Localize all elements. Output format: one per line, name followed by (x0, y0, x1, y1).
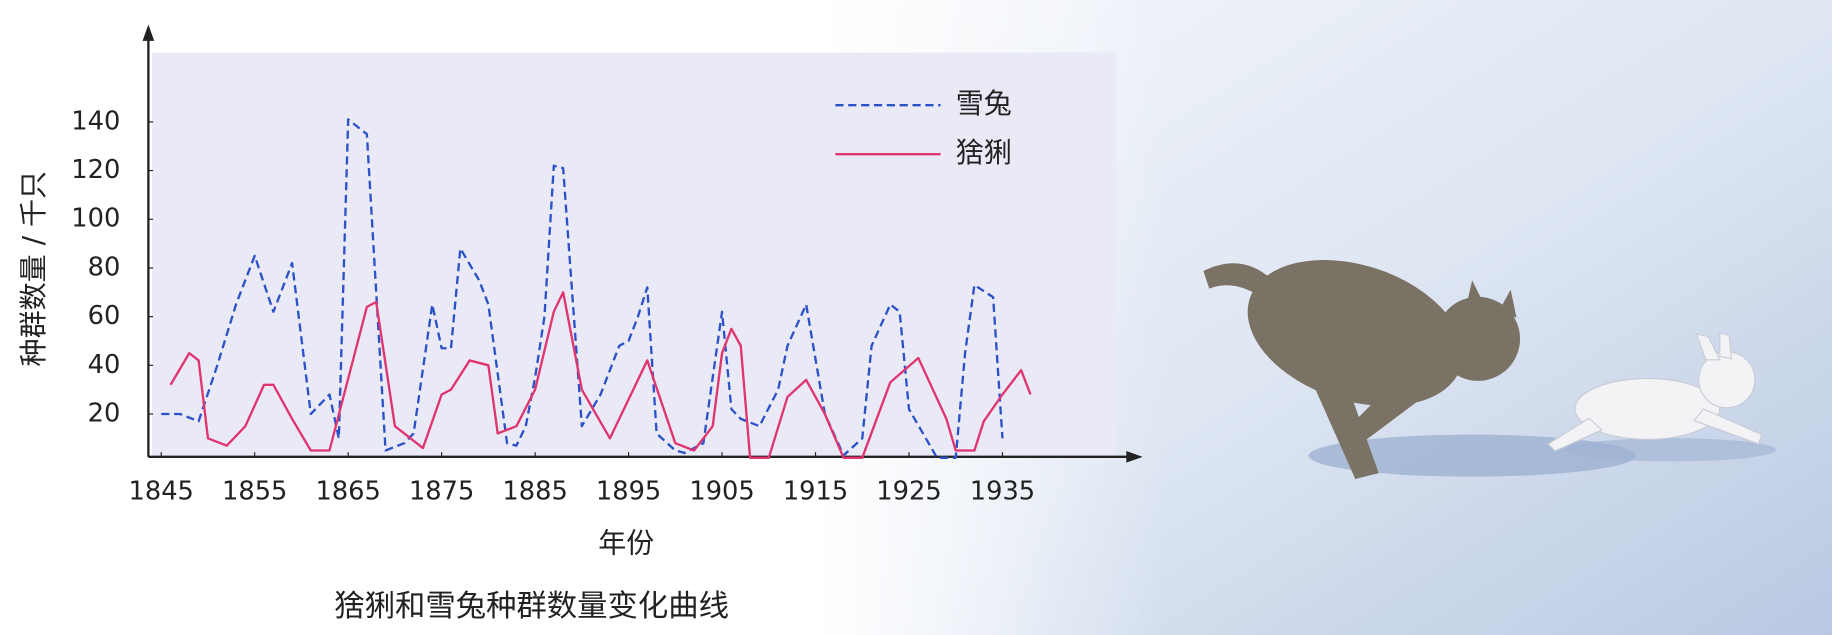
x-axis-label: 年份 (598, 526, 654, 559)
x-tick-label: 1895 (596, 476, 661, 506)
x-tick-label: 1925 (876, 476, 941, 506)
y-tick-label: 80 (88, 252, 121, 282)
x-tick-label: 1915 (783, 476, 848, 506)
y-tick-label: 140 (71, 106, 120, 136)
x-tick-label: 1885 (502, 476, 567, 506)
y-tick-label: 40 (88, 350, 121, 380)
y-axis-label: 种群数量 / 千只 (17, 171, 50, 366)
x-tick-label: 1845 (129, 476, 194, 506)
series-line (169, 291, 1032, 459)
legend-label: 猞猁 (956, 136, 1012, 169)
y-tick-label: 120 (71, 155, 120, 185)
x-tick-label: 1935 (970, 476, 1035, 506)
y-tick-label: 100 (71, 204, 120, 234)
y-axis-arrow (142, 24, 155, 41)
y-tick-label: 20 (88, 398, 121, 428)
x-axis-arrow (1126, 450, 1143, 463)
x-tick-label: 1905 (689, 476, 754, 506)
caption: 猞猁和雪兔种群数量变化曲线 (334, 589, 729, 624)
x-tick-label: 1855 (222, 476, 287, 506)
legend-label: 雪兔 (956, 87, 1012, 120)
y-tick-label: 60 (88, 301, 121, 331)
x-tick-label: 1865 (315, 476, 380, 506)
chart: 20 40 60 80 100 120 140 1845 1855 1865 1875 1885 189… (71, 24, 1143, 506)
x-tick-label: 1875 (409, 476, 474, 506)
